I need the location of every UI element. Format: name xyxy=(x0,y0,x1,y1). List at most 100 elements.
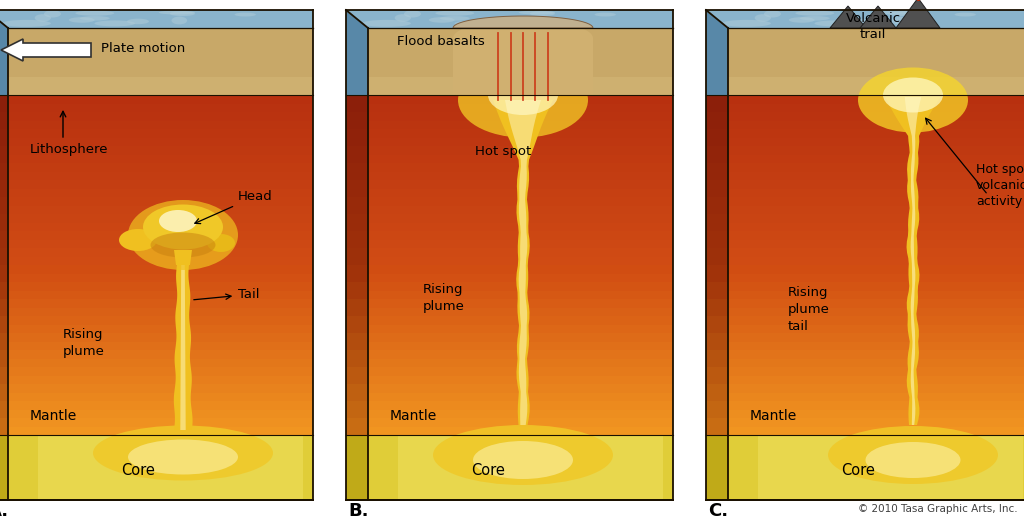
Polygon shape xyxy=(8,290,313,299)
Ellipse shape xyxy=(439,16,470,21)
Polygon shape xyxy=(728,214,1024,222)
Polygon shape xyxy=(368,248,673,257)
Polygon shape xyxy=(368,274,673,282)
Polygon shape xyxy=(728,376,1024,384)
Text: Tail: Tail xyxy=(194,288,259,301)
Ellipse shape xyxy=(127,18,148,24)
Polygon shape xyxy=(8,146,313,154)
Polygon shape xyxy=(0,435,8,500)
Polygon shape xyxy=(8,307,313,316)
Polygon shape xyxy=(0,214,8,231)
Polygon shape xyxy=(8,95,313,103)
Polygon shape xyxy=(706,112,728,129)
Polygon shape xyxy=(8,393,313,401)
Polygon shape xyxy=(368,180,673,189)
Ellipse shape xyxy=(119,229,157,251)
Ellipse shape xyxy=(879,11,915,14)
Ellipse shape xyxy=(403,10,421,17)
Polygon shape xyxy=(0,401,8,418)
Polygon shape xyxy=(706,10,1024,28)
Polygon shape xyxy=(8,333,313,341)
Polygon shape xyxy=(8,214,313,222)
Polygon shape xyxy=(368,206,673,214)
Polygon shape xyxy=(728,316,1024,325)
Ellipse shape xyxy=(159,11,195,14)
Polygon shape xyxy=(368,154,673,163)
Polygon shape xyxy=(368,231,673,239)
Ellipse shape xyxy=(488,75,558,115)
Polygon shape xyxy=(8,206,313,214)
Polygon shape xyxy=(8,231,313,239)
Polygon shape xyxy=(346,129,368,146)
Polygon shape xyxy=(8,367,313,376)
Polygon shape xyxy=(368,112,673,121)
Text: Head: Head xyxy=(195,190,272,223)
Ellipse shape xyxy=(473,441,573,479)
Polygon shape xyxy=(346,163,368,180)
Ellipse shape xyxy=(435,11,474,16)
Polygon shape xyxy=(728,257,1024,265)
Polygon shape xyxy=(706,129,728,146)
FancyArrow shape xyxy=(1,39,91,61)
Ellipse shape xyxy=(814,21,855,26)
Polygon shape xyxy=(346,146,368,163)
Polygon shape xyxy=(346,10,673,28)
Polygon shape xyxy=(728,341,1024,350)
Polygon shape xyxy=(0,197,8,214)
Polygon shape xyxy=(0,231,8,248)
Ellipse shape xyxy=(890,11,915,16)
Polygon shape xyxy=(368,214,673,222)
Ellipse shape xyxy=(455,21,495,26)
Polygon shape xyxy=(8,409,313,418)
Polygon shape xyxy=(368,393,673,401)
Polygon shape xyxy=(728,231,1024,239)
Ellipse shape xyxy=(143,204,223,249)
Ellipse shape xyxy=(531,16,547,24)
Polygon shape xyxy=(728,409,1024,418)
Ellipse shape xyxy=(35,14,51,22)
Polygon shape xyxy=(453,20,593,95)
Polygon shape xyxy=(368,189,673,197)
Polygon shape xyxy=(905,97,922,425)
Ellipse shape xyxy=(44,10,61,17)
Polygon shape xyxy=(346,350,368,367)
Polygon shape xyxy=(368,290,673,299)
Polygon shape xyxy=(8,77,313,95)
Polygon shape xyxy=(368,316,673,325)
Text: © 2010 Tasa Graphic Arts, Inc.: © 2010 Tasa Graphic Arts, Inc. xyxy=(858,504,1018,514)
Polygon shape xyxy=(346,180,368,197)
Polygon shape xyxy=(368,129,673,138)
Polygon shape xyxy=(0,333,8,350)
Polygon shape xyxy=(706,299,728,316)
Polygon shape xyxy=(706,350,728,367)
Ellipse shape xyxy=(151,232,215,258)
Text: Mantle: Mantle xyxy=(750,409,798,423)
Polygon shape xyxy=(0,384,8,401)
Polygon shape xyxy=(368,376,673,384)
Polygon shape xyxy=(728,197,1024,206)
Polygon shape xyxy=(706,282,728,299)
Text: B.: B. xyxy=(348,502,369,520)
Polygon shape xyxy=(368,121,673,129)
Polygon shape xyxy=(886,97,940,425)
Polygon shape xyxy=(706,418,728,435)
Ellipse shape xyxy=(362,20,411,27)
Polygon shape xyxy=(368,197,673,206)
Polygon shape xyxy=(368,222,673,231)
Polygon shape xyxy=(368,384,673,393)
Polygon shape xyxy=(728,163,1024,171)
Polygon shape xyxy=(368,282,673,290)
Polygon shape xyxy=(0,282,8,299)
Polygon shape xyxy=(706,435,728,500)
Text: Flood basalts: Flood basalts xyxy=(397,35,485,48)
Polygon shape xyxy=(346,435,368,500)
Polygon shape xyxy=(368,350,673,358)
Polygon shape xyxy=(8,222,313,231)
Polygon shape xyxy=(346,214,368,231)
Polygon shape xyxy=(346,231,368,248)
Polygon shape xyxy=(38,435,303,500)
Polygon shape xyxy=(368,265,673,274)
Polygon shape xyxy=(368,333,673,341)
Text: Rising
plume: Rising plume xyxy=(63,328,104,358)
Polygon shape xyxy=(728,206,1024,214)
